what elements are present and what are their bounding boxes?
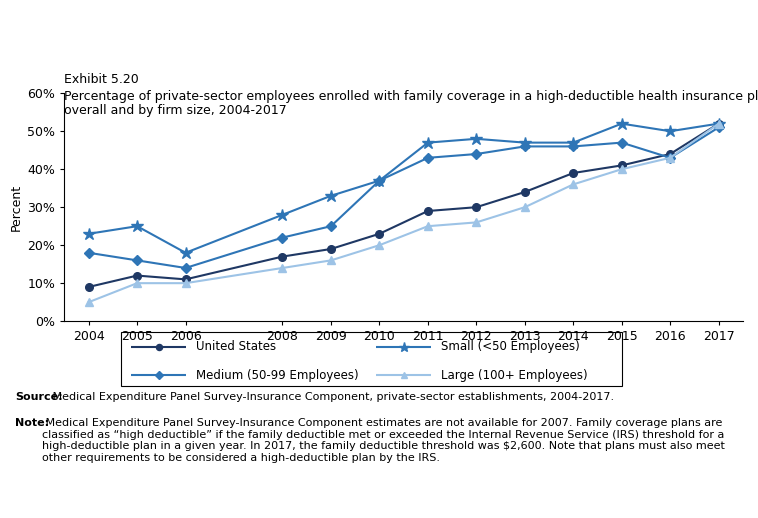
- Text: Exhibit 5.20: Exhibit 5.20: [64, 73, 139, 86]
- Text: Large (100+ Employees): Large (100+ Employees): [441, 368, 588, 382]
- Text: overall and by firm size, 2004-2017: overall and by firm size, 2004-2017: [64, 104, 287, 117]
- Text: Note:: Note:: [15, 418, 49, 428]
- Text: Small (<50 Employees): Small (<50 Employees): [441, 340, 580, 353]
- Text: United States: United States: [196, 340, 277, 353]
- Text: Percentage of private-sector employees enrolled with family coverage in a high-d: Percentage of private-sector employees e…: [64, 90, 758, 103]
- Text: Source:: Source:: [15, 392, 63, 402]
- Text: Medical Expenditure Panel Survey-Insurance Component, private-sector establishme: Medical Expenditure Panel Survey-Insuran…: [49, 392, 615, 402]
- Text: Medium (50-99 Employees): Medium (50-99 Employees): [196, 368, 359, 382]
- Text: Medical Expenditure Panel Survey-Insurance Component estimates are not available: Medical Expenditure Panel Survey-Insuran…: [42, 418, 725, 463]
- Y-axis label: Percent: Percent: [11, 184, 23, 231]
